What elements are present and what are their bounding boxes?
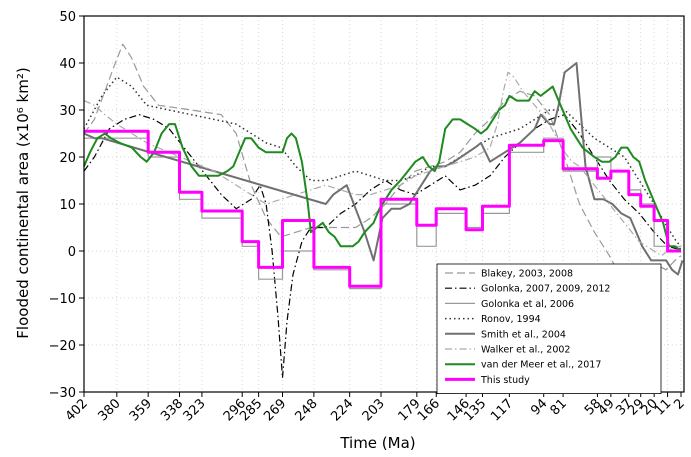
legend-box <box>436 263 662 395</box>
y-tick-label: 30 <box>59 104 76 119</box>
legend-entry: Ronov, 1994 <box>481 314 541 325</box>
legend-entry: van der Meer et al., 2017 <box>481 360 601 371</box>
y-tick-label: 0 <box>68 245 76 260</box>
y-tick-label: 40 <box>59 57 76 72</box>
series-layer <box>83 43 684 379</box>
legend: Blakey, 2003, 2008 Golonka, 2007, 2009, 2… <box>436 263 662 395</box>
x-tick-label: 224 <box>328 396 356 424</box>
x-axis-label: Time (Ma) <box>339 434 415 452</box>
y-tick-label: −20 <box>49 339 76 354</box>
series-line-6 <box>83 71 681 257</box>
x-tick-label: 81 <box>548 396 570 418</box>
x-tick-label: 338 <box>158 396 186 424</box>
x-tick-label: 380 <box>95 396 123 424</box>
legend-entry: This study <box>480 375 530 386</box>
y-tick-label: 10 <box>59 198 76 213</box>
legend-entry: Golonka, 2007, 2009, 2012 <box>481 284 610 295</box>
x-tick-label: 117 <box>488 396 516 424</box>
y-tick-label: −10 <box>49 292 76 307</box>
series-line-2 <box>83 114 681 379</box>
series-line-8 <box>84 129 681 288</box>
series-line-1 <box>83 43 682 304</box>
legend-entry: Golonka et al, 2006 <box>481 299 574 310</box>
y-tick-label: 50 <box>59 10 76 25</box>
x-tick-label: 166 <box>415 396 443 424</box>
legend-entry: Smith et al., 2004 <box>481 329 566 340</box>
y-tick-label: −30 <box>49 386 76 401</box>
x-tick-label: 11 <box>652 396 674 418</box>
x-tick-label: 269 <box>261 396 289 424</box>
y-tick-label: 20 <box>59 151 76 166</box>
x-tick-label: 323 <box>181 396 209 424</box>
series-line-7 <box>83 85 681 250</box>
y-axis-label: Flooded continental area (x10⁶ km²) <box>14 67 32 338</box>
x-tick-label: 248 <box>293 396 321 424</box>
x-tick-label: 203 <box>360 396 388 424</box>
x-tick-label: 2 <box>671 396 687 412</box>
x-tick-label: 359 <box>127 396 155 424</box>
legend-entry: Walker et al., 2002 <box>481 345 570 356</box>
y-axis: −30 −20 −10 0 10 20 30 40 50 <box>49 10 84 401</box>
legend-entry: Blakey, 2003, 2008 <box>481 269 573 280</box>
